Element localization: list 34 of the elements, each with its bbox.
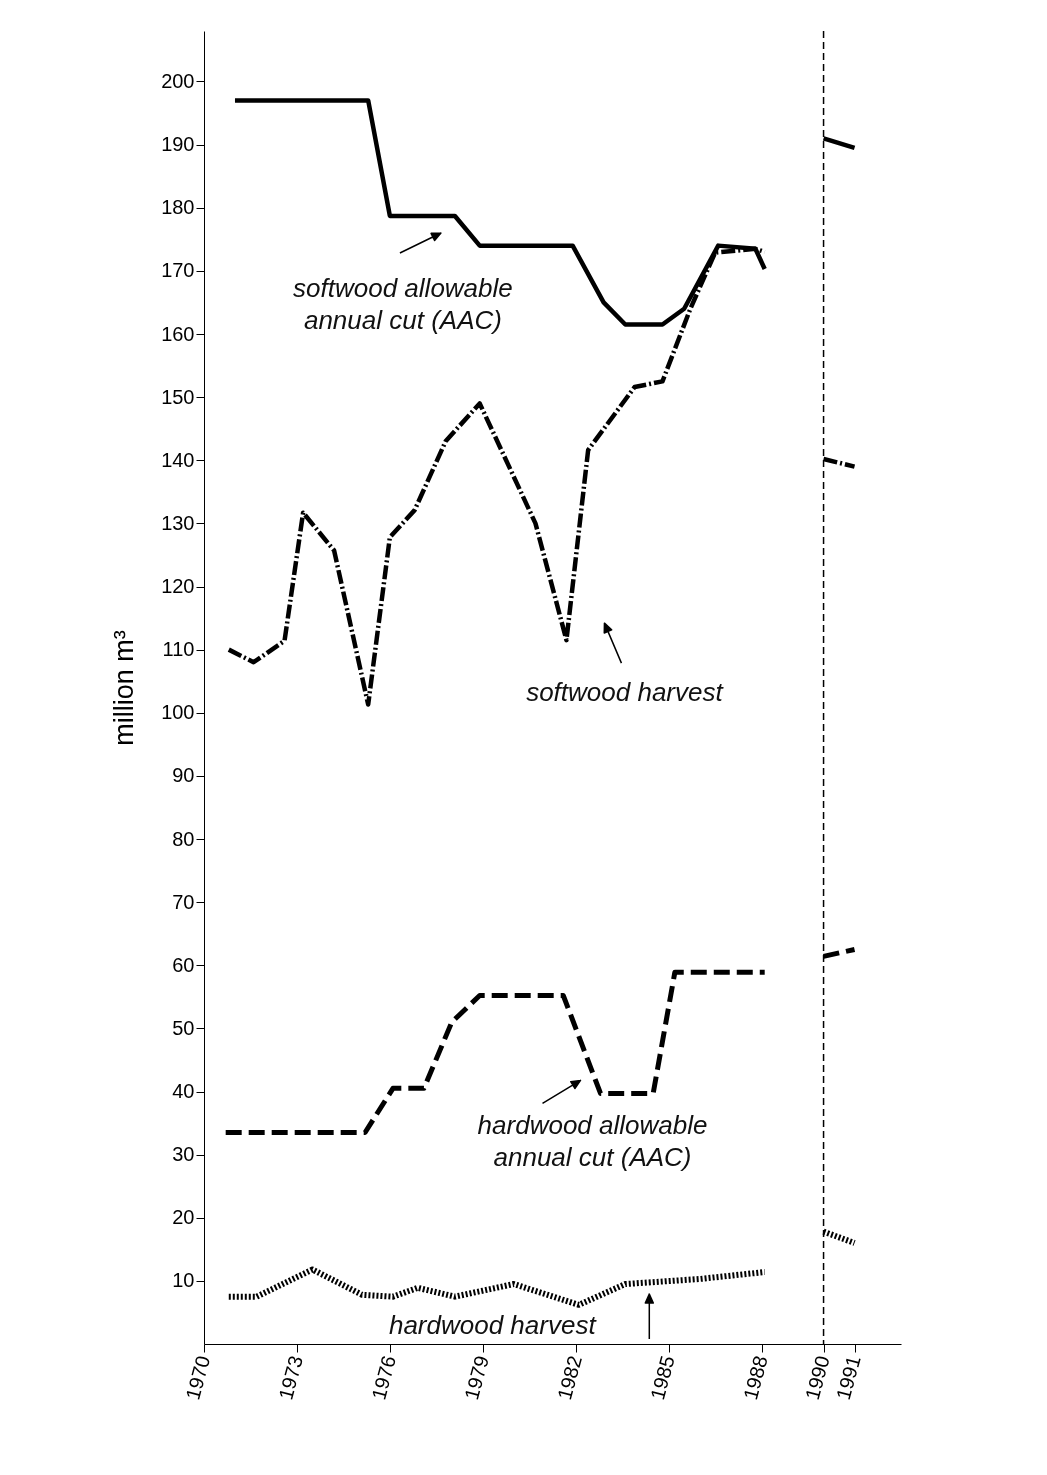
- x-tick-label: 1982: [553, 1353, 586, 1403]
- y-tick-label: 20: [172, 1206, 195, 1229]
- annotation: hardwood harvest: [388, 1310, 598, 1341]
- y-tick-label: 160: [161, 322, 195, 345]
- x-tick-label: 1990: [800, 1353, 834, 1403]
- y-tick-label: 90: [172, 764, 195, 787]
- x-tick-label: 1970: [181, 1353, 215, 1403]
- y-tick-label: 30: [172, 1143, 195, 1166]
- y-tick-label: 180: [161, 196, 195, 219]
- y-tick-label: 200: [161, 70, 195, 92]
- y-tick-label: 120: [161, 575, 195, 597]
- y-tick-label: 60: [172, 953, 195, 976]
- y-tick-label: 80: [172, 827, 195, 850]
- x-tick-label: 1973: [274, 1353, 308, 1403]
- y-tick-label: 10: [172, 1269, 195, 1292]
- x-tick-label: 1976: [367, 1353, 401, 1403]
- y-tick-label: 40: [172, 1080, 195, 1102]
- annotation: softwood allowable annual cut (AAC): [293, 272, 513, 335]
- x-tick-label: 1979: [460, 1353, 493, 1403]
- y-tick-label: 110: [162, 638, 195, 661]
- y-axis-title: million m³: [109, 630, 140, 746]
- x-tick-label: 1988: [738, 1353, 772, 1403]
- y-tick-label: 100: [161, 701, 195, 724]
- y-tick-label: 70: [172, 890, 195, 913]
- x-tick-label: 1985: [646, 1353, 679, 1403]
- y-tick-label: 170: [161, 259, 195, 282]
- annotation: hardwood allowable annual cut (AAC): [477, 1110, 708, 1173]
- y-tick-label: 140: [161, 448, 195, 471]
- y-tick-label: 50: [172, 1016, 195, 1039]
- annotation: softwood harvest: [526, 677, 725, 708]
- y-tick-label: 190: [161, 133, 195, 156]
- y-tick-label: 130: [161, 511, 195, 534]
- y-tick-label: 150: [161, 385, 195, 408]
- x-tick-label: 1991: [831, 1353, 865, 1403]
